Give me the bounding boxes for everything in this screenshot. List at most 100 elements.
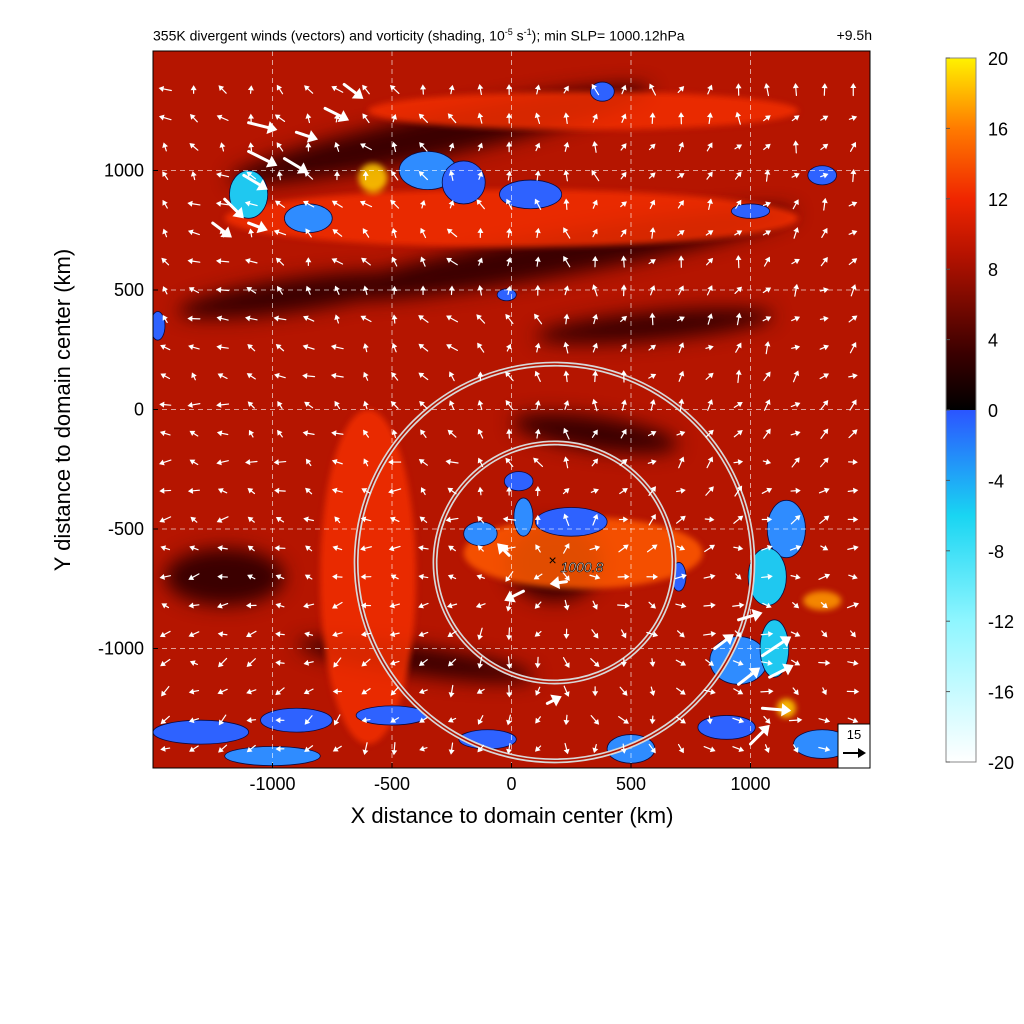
vector-shaft [422, 576, 429, 579]
vector-shaft [735, 203, 740, 209]
vector-shaft [306, 375, 316, 378]
vector-shaft [761, 489, 769, 494]
vector-head [305, 458, 312, 465]
vector-shaft [675, 659, 683, 664]
small-vector [418, 573, 429, 580]
small-vector [820, 545, 829, 551]
small-vector [420, 84, 427, 95]
vector-head [302, 315, 309, 322]
vector-head [735, 255, 742, 261]
vector-head [477, 171, 483, 178]
vector-shaft [565, 374, 568, 383]
vector-shaft [820, 403, 826, 410]
vector-shaft [393, 346, 397, 353]
vector-head [448, 371, 455, 378]
small-vector [247, 574, 256, 580]
small-vector [218, 714, 227, 726]
vector-head [853, 659, 859, 666]
vector-shaft [364, 260, 371, 266]
vector-head [216, 517, 223, 523]
small-vector [790, 631, 801, 637]
vector-shaft [760, 640, 785, 658]
vector-head [305, 113, 312, 119]
vector-shaft [507, 289, 510, 295]
vector-shaft [592, 517, 597, 526]
vector-shaft [163, 116, 172, 121]
small-vector [847, 659, 859, 666]
small-vector [534, 342, 541, 353]
vector-shaft [589, 574, 597, 578]
vector-shaft [820, 602, 825, 606]
small-vector [187, 315, 201, 322]
vector-head [851, 315, 858, 321]
small-vector [330, 372, 344, 379]
vector-head [216, 315, 223, 322]
vector-head [649, 399, 656, 405]
vector-head [678, 86, 685, 92]
vector-head [707, 230, 714, 236]
small-vector [391, 170, 399, 181]
vector-shaft [249, 658, 256, 665]
vector-head [304, 631, 310, 638]
vector-shaft [677, 232, 682, 236]
small-vector [332, 745, 342, 752]
vector-shaft [590, 658, 597, 665]
small-vector [391, 285, 398, 295]
vector-shaft [507, 174, 510, 181]
vector-head [851, 429, 858, 435]
vector-head [188, 602, 194, 609]
small-vector [848, 459, 858, 466]
vector-head [331, 430, 337, 437]
vector-shaft [563, 546, 568, 554]
small-vector [678, 112, 685, 125]
vector-shaft [648, 489, 654, 496]
vector-shaft [450, 116, 457, 124]
small-vector [763, 143, 771, 151]
small-vector [563, 742, 570, 755]
vector-shaft [762, 289, 768, 294]
vector-shaft [818, 575, 827, 580]
vector-shaft [763, 374, 769, 382]
vector-head [821, 197, 828, 204]
small-vector [162, 142, 168, 152]
small-vector [850, 630, 856, 638]
small-vector [277, 429, 283, 438]
vector-shaft [536, 317, 543, 325]
small-vector [216, 401, 230, 408]
vector-head [678, 370, 685, 377]
vector-shaft [703, 604, 712, 607]
positive-vorticity-patch [803, 591, 842, 611]
vector-shaft [307, 661, 314, 664]
vector-head [823, 287, 829, 294]
vector-shaft [307, 88, 314, 94]
large-vector [294, 130, 318, 143]
small-vector [792, 199, 799, 210]
small-vector [848, 230, 858, 236]
vector-shaft [794, 288, 797, 297]
vector-head [851, 230, 858, 236]
vector-shaft [507, 518, 517, 521]
vector-shaft [791, 175, 796, 178]
vector-shaft [422, 490, 426, 496]
small-vector [418, 372, 429, 381]
vector-head [274, 545, 280, 552]
vector-head [649, 199, 656, 206]
colorbar-tick-label: 20 [988, 49, 1008, 69]
vector-head [188, 717, 195, 724]
negative-vorticity-patch [697, 715, 756, 740]
vector-shaft [307, 715, 313, 722]
vector-shaft [337, 519, 341, 524]
vector-shaft [335, 118, 338, 123]
vector-shaft [247, 149, 271, 163]
small-vector [563, 112, 570, 125]
small-vector [477, 715, 484, 725]
small-vector [734, 485, 743, 497]
small-vector [391, 141, 398, 153]
small-vector [818, 717, 831, 724]
vector-head [593, 632, 599, 639]
vector-head [302, 344, 309, 350]
vector-head [360, 631, 367, 638]
vector-shaft [847, 490, 854, 492]
vector-shaft [648, 175, 653, 179]
small-vector [850, 284, 857, 297]
